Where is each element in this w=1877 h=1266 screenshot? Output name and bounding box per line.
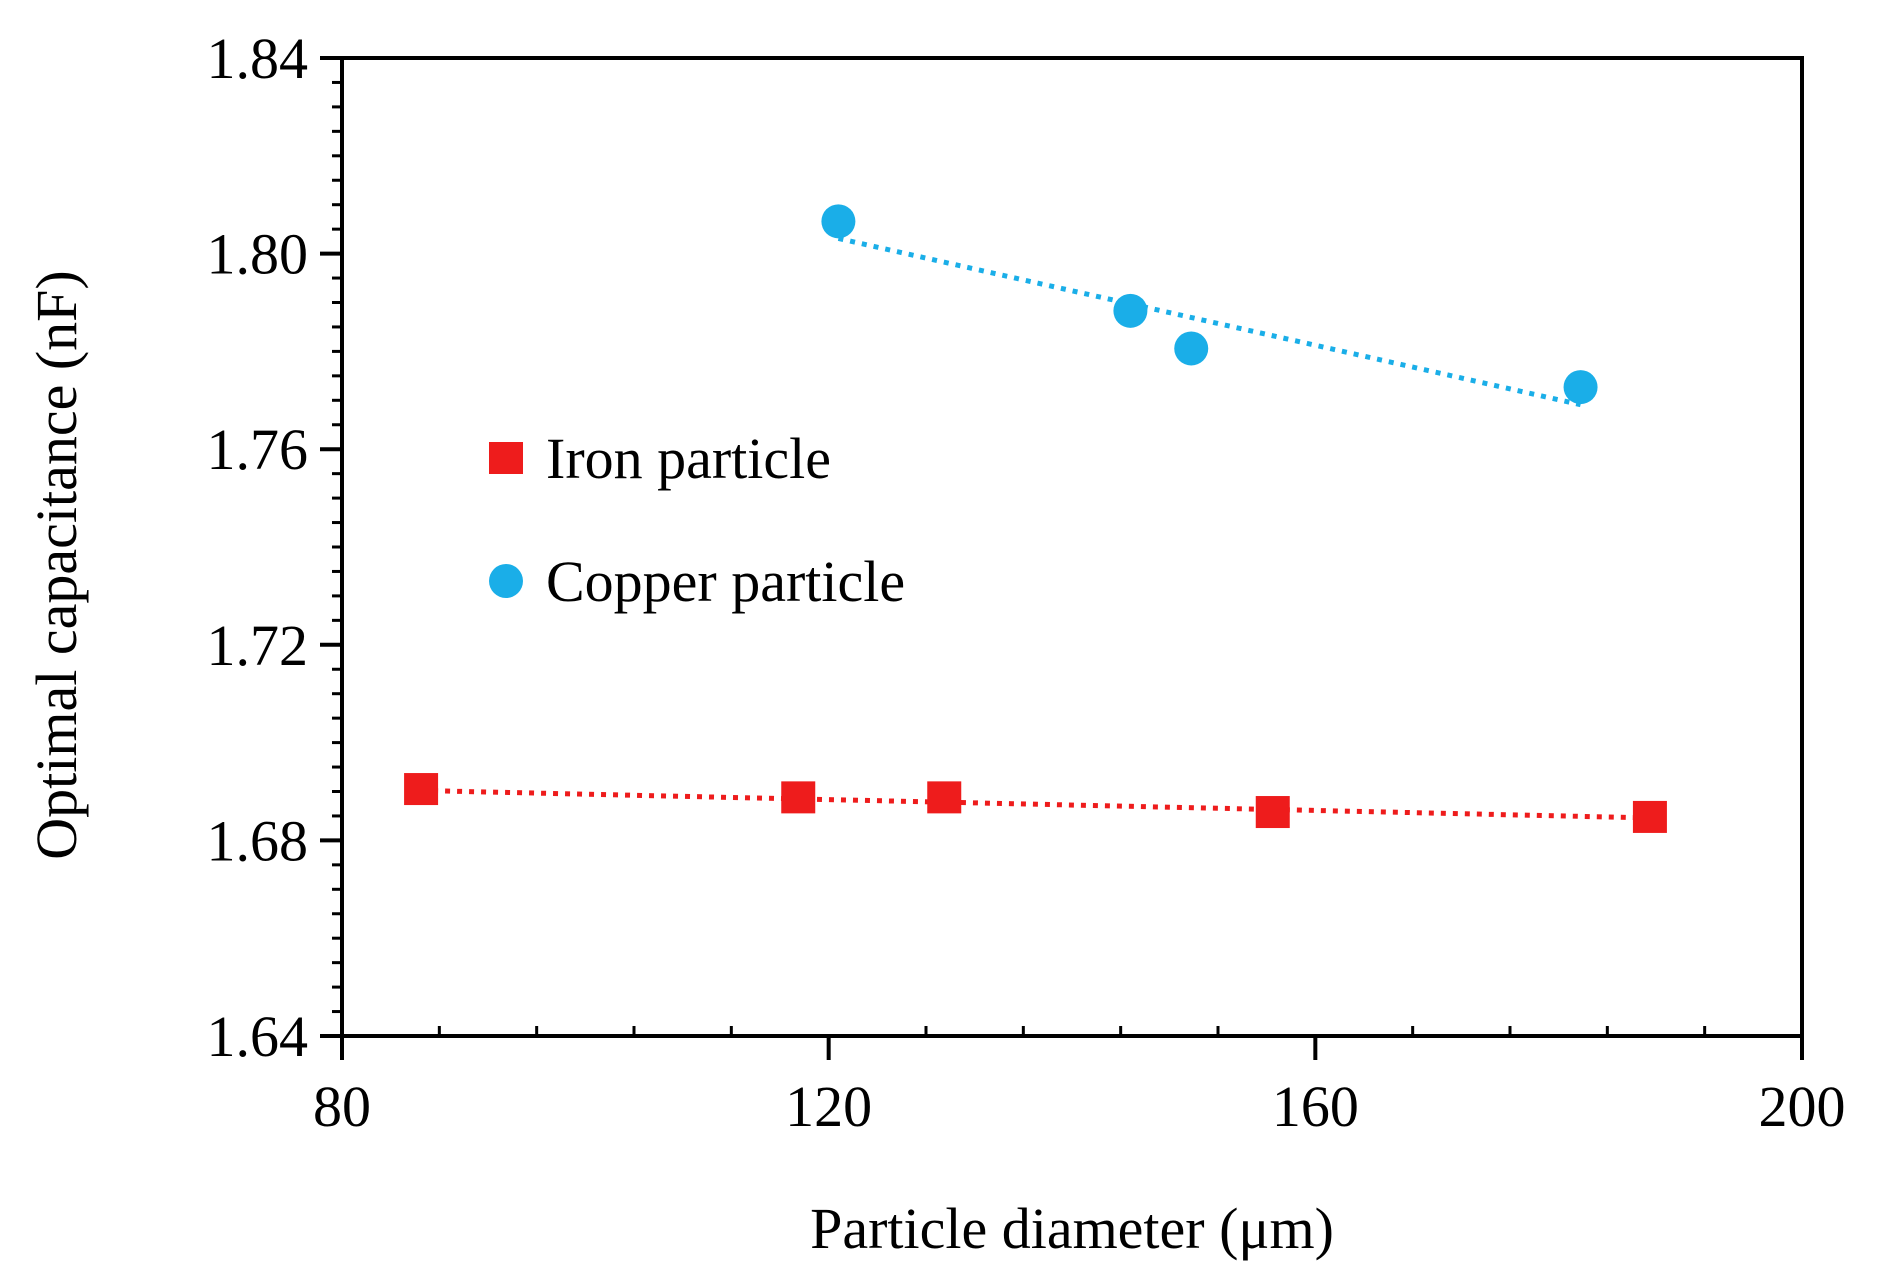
copper-point — [1113, 293, 1148, 328]
plot-frame — [340, 56, 1804, 1038]
legend-iron-label: Iron particle — [546, 426, 831, 491]
legend-copper-marker — [489, 564, 523, 598]
y-tick-label: 1.80 — [207, 222, 309, 287]
iron-point — [781, 781, 816, 814]
copper-point — [1563, 370, 1598, 405]
x-tick-label: 80 — [313, 1074, 371, 1139]
y-tick-label: 1.64 — [207, 1004, 309, 1069]
series-copper — [821, 204, 1598, 408]
iron-point — [927, 781, 962, 814]
y-tick-label: 1.68 — [207, 808, 309, 873]
x-tick-label: 120 — [785, 1074, 872, 1139]
copper-trendline — [837, 236, 1582, 408]
iron-point — [1632, 800, 1667, 833]
legend-copper-label: Copper particle — [546, 549, 905, 614]
axes: 1.64 1.68 1.72 1.76 1.80 1.84 80 120 160 200 — [207, 26, 1846, 1139]
iron-point — [404, 773, 439, 806]
legend-iron-marker — [489, 442, 523, 474]
iron-trendline — [421, 788, 1650, 821]
y-tick-label: 1.84 — [207, 26, 309, 91]
y-axis-title: Optimal capacitance (nF) — [24, 270, 89, 859]
copper-point — [1174, 331, 1209, 366]
series-iron — [404, 773, 1667, 833]
y-tick-label: 1.72 — [207, 613, 309, 678]
iron-point — [1255, 796, 1290, 829]
plot-data — [404, 204, 1667, 833]
y-tick-label: 1.76 — [207, 417, 309, 482]
legend: Iron particle Copper particle — [489, 426, 905, 614]
x-tick-label: 160 — [1272, 1074, 1359, 1139]
x-axis-title: Particle diameter (μm) — [810, 1196, 1334, 1261]
x-tick-label: 200 — [1759, 1074, 1846, 1139]
copper-point — [821, 204, 856, 239]
